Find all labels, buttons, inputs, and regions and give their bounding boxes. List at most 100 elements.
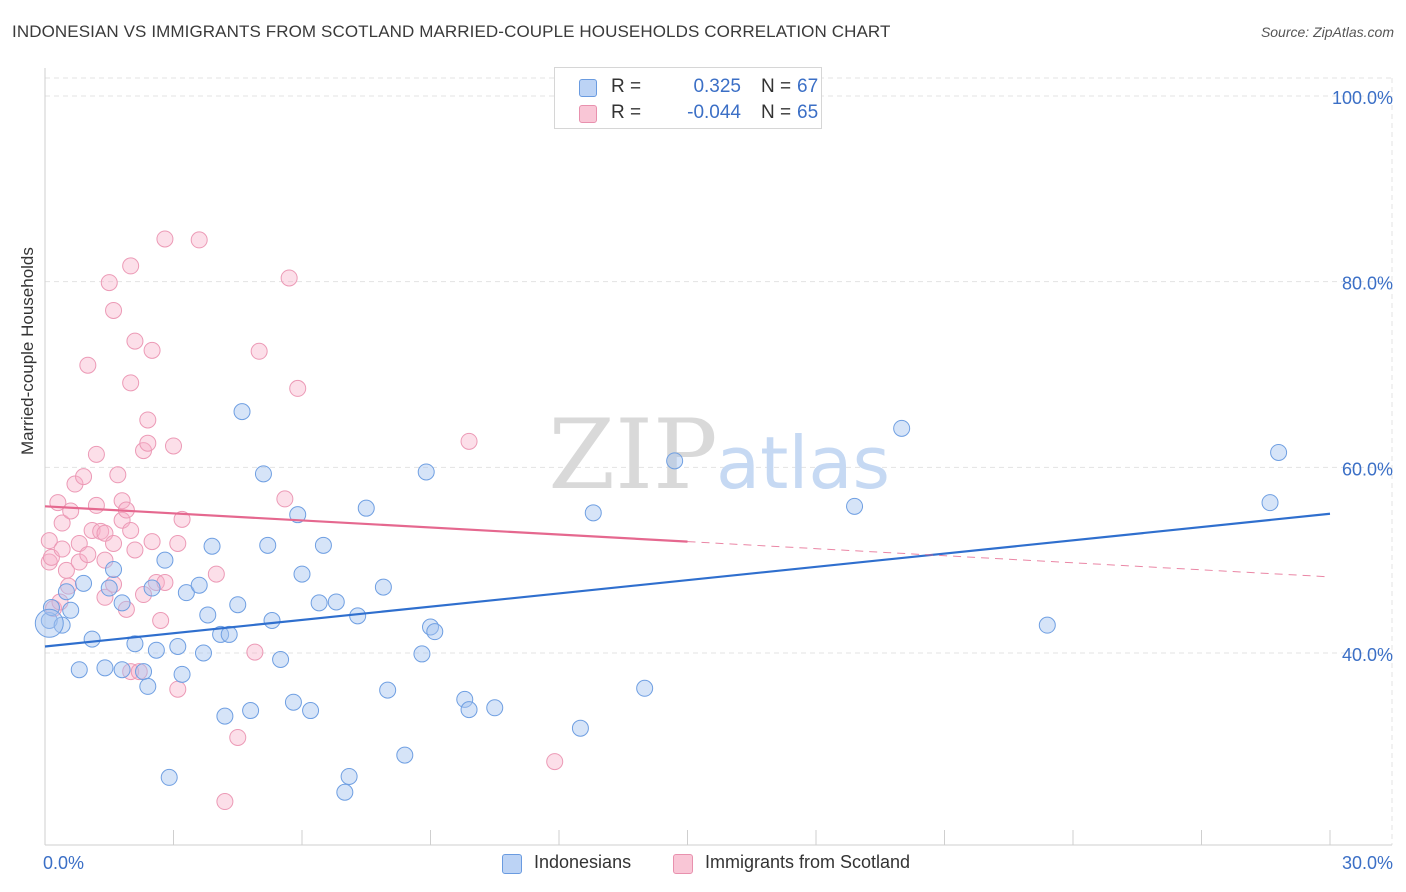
scotland-point-21 <box>96 551 114 569</box>
scotland-point-36 <box>126 541 144 559</box>
scotland-point-51 <box>173 510 191 528</box>
indonesians-legend-swatch <box>502 854 522 874</box>
indonesians-point-24 <box>216 707 234 725</box>
indonesians-point-28 <box>242 702 260 720</box>
y-tick-label-80: 80.0% <box>1342 274 1393 294</box>
scotland-point-39 <box>135 586 153 604</box>
y-tick-label-40: 40.0% <box>1342 645 1393 665</box>
indonesians-point-65 <box>143 579 161 597</box>
scotland-point-16 <box>87 445 105 463</box>
n-label: N = <box>761 76 792 97</box>
scotland-point-15 <box>83 521 101 539</box>
indonesians-point-57 <box>846 497 864 515</box>
r-label: R = <box>611 76 642 97</box>
indonesians-point-32 <box>272 650 290 668</box>
indonesians-point-56 <box>666 452 684 470</box>
indonesians-point-36 <box>314 536 332 554</box>
scotland-point-55 <box>229 728 247 746</box>
indonesians-point-30 <box>259 536 277 554</box>
watermark-zip: ZIP <box>548 399 717 511</box>
indonesians-point-34 <box>289 506 307 524</box>
scotland-point-42 <box>143 341 161 359</box>
indonesians-point-8 <box>113 594 131 612</box>
n-label: N = <box>761 102 792 123</box>
watermark: ZIP atlas <box>548 399 890 511</box>
indonesians-point-40 <box>340 767 358 785</box>
scotland-point-64 <box>79 546 97 564</box>
scotland-point-40 <box>139 411 157 429</box>
indonesians-point-27 <box>233 403 251 421</box>
scotland-point-26 <box>109 466 127 484</box>
scotland-point-53 <box>207 565 225 583</box>
scotland-point-47 <box>156 573 174 591</box>
scotland-point-1 <box>40 532 58 550</box>
indonesians-point-20 <box>194 644 212 662</box>
indonesians-legend-label: Indonesians <box>534 852 632 872</box>
indonesians-point-5 <box>83 630 101 648</box>
chart-title: INDONESIAN VS IMMIGRANTS FROM SCOTLAND M… <box>12 22 891 41</box>
scotland-point-24 <box>105 534 123 552</box>
scotland-legend-swatch <box>673 854 693 874</box>
indonesians-point-39 <box>336 783 354 801</box>
scotland-point-41 <box>139 434 157 452</box>
scotland-point-28 <box>113 492 131 510</box>
gridlines <box>45 77 1393 845</box>
indonesians-point-52 <box>486 699 504 717</box>
indonesians-point-22 <box>203 537 221 555</box>
indonesians-point-51 <box>460 701 478 719</box>
n-value-scotland: 65 <box>797 102 819 123</box>
series-scotland-points <box>40 230 564 811</box>
scotland-point-13 <box>75 468 93 486</box>
scotland-point-35 <box>126 332 144 350</box>
indonesians-point-49 <box>426 623 444 641</box>
scotland-point-6 <box>53 540 71 558</box>
scotland-point-25 <box>105 301 123 319</box>
indonesians-point-53 <box>571 719 589 737</box>
scotland-point-45 <box>152 612 170 630</box>
indonesians-point-45 <box>396 746 414 764</box>
y-tick-label-60: 60.0% <box>1342 459 1393 479</box>
tick-labels: 40.0% 60.0% 80.0% 100.0% 0.0% 30.0% <box>43 88 1393 873</box>
scotland-swatch <box>579 105 597 123</box>
scotland-point-34 <box>122 663 140 681</box>
indonesians-point-12 <box>139 677 157 695</box>
scotland-trend-line-extrapolated <box>687 541 1331 578</box>
scotland-point-54 <box>216 793 234 811</box>
indonesians-point-19 <box>190 576 208 594</box>
indonesians-point-26 <box>229 596 247 614</box>
indonesians-point-38 <box>327 593 345 611</box>
indonesians-point-6 <box>96 659 114 677</box>
indonesians-point-13 <box>147 641 165 659</box>
scotland-point-10 <box>66 475 84 493</box>
indonesians-point-16 <box>169 638 187 656</box>
indonesians-point-60 <box>1261 494 1279 512</box>
scotland-legend-label: Immigrants from Scotland <box>705 852 911 872</box>
indonesians-point-2 <box>57 583 75 601</box>
indonesians-point-3 <box>62 601 80 619</box>
scotland-point-43 <box>143 533 161 551</box>
indonesians-point-11 <box>135 663 153 681</box>
indonesians-point-42 <box>357 499 375 517</box>
scotland-point-58 <box>276 490 294 508</box>
scotland-point-5 <box>53 514 71 532</box>
watermark-atlas: atlas <box>716 421 890 505</box>
indonesians-point-18 <box>177 584 195 602</box>
y-tick-label-100: 100.0% <box>1332 88 1393 108</box>
r-value-indonesians: 0.325 <box>693 76 741 97</box>
indonesians-point-44 <box>379 681 397 699</box>
r-label: R = <box>611 102 642 123</box>
scotland-point-32 <box>122 257 140 275</box>
indonesians-point-46 <box>413 645 431 663</box>
scotland-point-20 <box>96 588 114 606</box>
axes <box>44 68 1392 846</box>
indonesians-point-21 <box>199 606 217 624</box>
indonesians-point-63 <box>75 574 93 592</box>
scotland-point-9 <box>62 502 80 520</box>
indonesians-point-55 <box>636 679 654 697</box>
indonesians-point-43 <box>374 578 392 596</box>
x-tick-label-min: 0.0% <box>43 853 84 873</box>
indonesians-point-66 <box>293 565 311 583</box>
indonesians-point-58 <box>893 419 911 437</box>
scotland-point-61 <box>460 432 478 450</box>
scotland-trend-line <box>44 505 688 543</box>
